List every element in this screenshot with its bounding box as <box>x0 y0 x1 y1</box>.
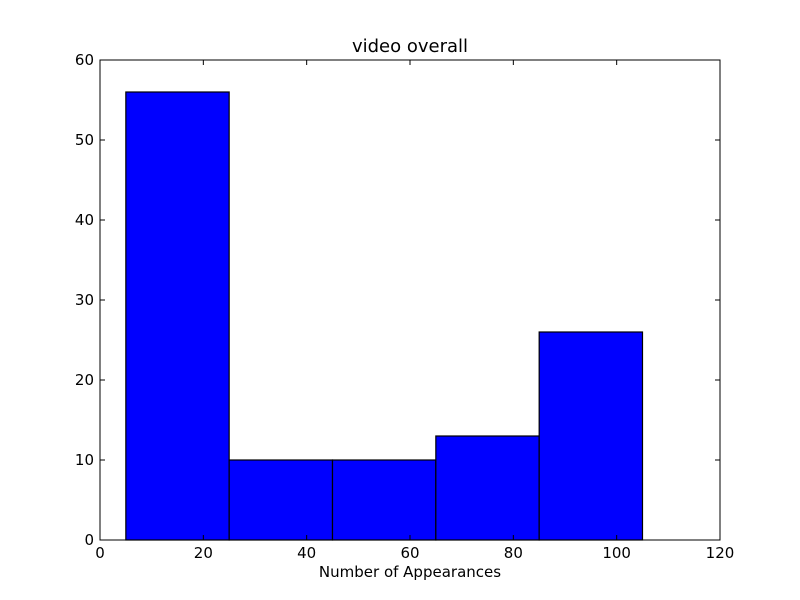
x-tick-label: 20 <box>194 544 213 562</box>
histogram-bar-3 <box>435 435 540 541</box>
y-tick-label: 10 <box>75 451 94 469</box>
x-tick-label: 40 <box>297 544 316 562</box>
histogram-bar-2 <box>331 459 437 541</box>
bars-layer <box>125 91 644 541</box>
histogram-bar-1 <box>228 459 334 541</box>
y-tick-label: 30 <box>75 291 94 309</box>
y-tick-label: 60 <box>75 51 94 69</box>
x-tick-label: 120 <box>706 544 735 562</box>
histogram-bar-0 <box>125 91 230 541</box>
y-tick-label: 40 <box>75 211 94 229</box>
y-tick-label: 20 <box>75 371 94 389</box>
x-tick-label: 60 <box>400 544 419 562</box>
chart-title: video overall <box>352 36 468 57</box>
y-tick-label: 50 <box>75 131 94 149</box>
plot-frame <box>99 59 721 541</box>
x-tick-label: 0 <box>95 544 105 562</box>
histogram-bar-4 <box>538 331 644 541</box>
y-tick-label: 0 <box>84 531 94 549</box>
x-axis-label: Number of Appearances <box>319 563 501 581</box>
x-tick-label: 80 <box>504 544 523 562</box>
ticks-layer: 0 20 40 60 80 100 120 0 10 20 30 40 50 60 <box>75 51 734 562</box>
x-tick-label: 100 <box>602 544 631 562</box>
